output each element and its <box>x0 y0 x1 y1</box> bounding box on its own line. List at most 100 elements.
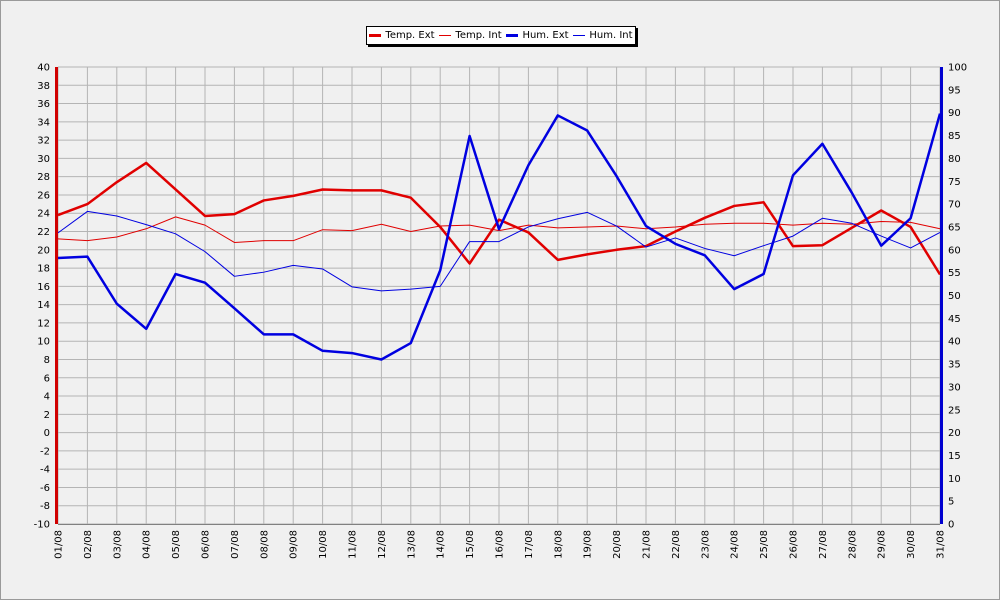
right-tick-label: 20 <box>948 428 961 439</box>
legend-swatch-temp-int <box>439 35 452 36</box>
left-tick-label: 28 <box>37 172 50 183</box>
left-tick-label: 4 <box>44 392 50 403</box>
right-tick-label: 25 <box>948 405 961 416</box>
left-tick-label: 6 <box>44 373 50 384</box>
left-axis-ticks: 4038363432302826242220181614121086420-2-… <box>34 63 50 531</box>
x-tick-label: 03/08 <box>112 530 123 559</box>
legend-item-temp-int: Temp. Int <box>439 30 502 41</box>
legend-label-temp-ext: Temp. Ext <box>385 30 435 41</box>
x-tick-label: 26/08 <box>789 530 800 559</box>
left-tick-label: -8 <box>40 501 50 512</box>
series-line-temp-int <box>57 216 941 243</box>
left-tick-label: 18 <box>37 264 50 275</box>
x-tick-label: 18/08 <box>553 530 564 559</box>
right-tick-label: 70 <box>948 200 961 211</box>
x-tick-label: 09/08 <box>289 530 300 559</box>
x-tick-label: 27/08 <box>818 530 829 559</box>
right-tick-label: 55 <box>948 268 961 279</box>
legend-swatch-hum-int <box>573 35 586 36</box>
right-tick-label: 5 <box>948 497 954 508</box>
x-tick-label: 07/08 <box>230 530 241 559</box>
x-tick-label: 20/08 <box>612 530 623 559</box>
legend-label-temp-int: Temp. Int <box>455 30 502 41</box>
left-tick-label: 12 <box>37 318 50 329</box>
left-tick-label: 24 <box>37 209 50 220</box>
right-axis-ticks: 1009590858075706560555045403530252015105… <box>948 63 967 531</box>
series-layer <box>57 113 942 361</box>
right-tick-label: 80 <box>948 154 961 165</box>
legend-swatch-temp-ext <box>369 34 382 37</box>
x-tick-label: 02/08 <box>83 530 94 559</box>
legend-swatch-hum-ext <box>506 34 519 37</box>
left-tick-label: 22 <box>37 227 50 238</box>
x-tick-label: 10/08 <box>318 530 329 559</box>
x-tick-label: 13/08 <box>406 530 417 559</box>
x-tick-label: 01/08 <box>54 530 65 559</box>
legend-item-hum-int: Hum. Int <box>573 30 633 41</box>
x-tick-label: 08/08 <box>259 530 270 559</box>
x-tick-label: 28/08 <box>847 530 858 559</box>
x-tick-label: 12/08 <box>377 530 388 559</box>
right-tick-label: 65 <box>948 222 961 233</box>
right-tick-label: 75 <box>948 177 961 188</box>
x-tick-label: 05/08 <box>171 530 182 559</box>
left-tick-label: 32 <box>37 136 50 147</box>
left-tick-label: 16 <box>37 282 50 293</box>
x-tick-label: 29/08 <box>877 530 888 559</box>
x-tick-label: 04/08 <box>142 530 153 559</box>
x-tick-label: 14/08 <box>436 530 447 559</box>
x-tick-label: 30/08 <box>906 530 917 559</box>
left-tick-label: 2 <box>44 410 50 421</box>
left-tick-label: 34 <box>37 117 50 128</box>
x-tick-label: 31/08 <box>936 530 947 559</box>
x-tick-label: 23/08 <box>700 530 711 559</box>
right-tick-label: 60 <box>948 245 961 256</box>
x-axis-ticks: 01/08 02/08 03/08 04/08 05/08 06/08 07/08 08/08… <box>54 530 947 559</box>
series-line-temp-ext <box>57 161 942 276</box>
x-tick-label: 15/08 <box>465 530 476 559</box>
x-tick-label: 19/08 <box>583 530 594 559</box>
x-tick-label: 21/08 <box>642 530 653 559</box>
legend-item-hum-ext: Hum. Ext <box>506 30 569 41</box>
series-line-hum-int <box>57 210 941 292</box>
x-tick-label: 11/08 <box>348 530 359 559</box>
left-tick-label: 10 <box>37 337 50 348</box>
left-tick-label: 20 <box>37 245 50 256</box>
left-tick-label: 0 <box>44 428 50 439</box>
left-tick-label: 38 <box>37 81 50 92</box>
left-tick-label: -10 <box>34 520 50 531</box>
right-tick-label: 85 <box>948 131 961 142</box>
right-tick-label: 35 <box>948 360 961 371</box>
left-tick-label: 14 <box>37 300 50 311</box>
x-tick-label: 06/08 <box>201 530 212 559</box>
left-tick-label: -4 <box>40 465 50 476</box>
right-tick-label: 90 <box>948 108 961 119</box>
x-tick-label: 16/08 <box>495 530 506 559</box>
left-tick-label: -6 <box>40 483 50 494</box>
right-tick-label: 30 <box>948 382 961 393</box>
right-tick-label: 0 <box>948 520 954 531</box>
legend-item-temp-ext: Temp. Ext <box>369 30 435 41</box>
right-tick-label: 10 <box>948 474 961 485</box>
legend: Temp. Ext Temp. Int Hum. Ext Hum. Int <box>366 26 636 45</box>
left-tick-label: -2 <box>40 446 50 457</box>
right-tick-label: 50 <box>948 291 961 302</box>
right-tick-label: 40 <box>948 337 961 348</box>
x-tick-label: 17/08 <box>524 530 535 559</box>
legend-label-hum-int: Hum. Int <box>589 30 633 41</box>
axes <box>55 67 943 525</box>
legend-label-hum-ext: Hum. Ext <box>522 30 569 41</box>
right-tick-label: 95 <box>948 85 961 96</box>
right-tick-label: 15 <box>948 451 961 462</box>
left-tick-label: 30 <box>37 154 50 165</box>
x-tick-label: 25/08 <box>759 530 770 559</box>
series-line-hum-ext <box>57 113 942 361</box>
left-tick-label: 40 <box>37 63 50 74</box>
x-tick-label: 24/08 <box>730 530 741 559</box>
right-tick-label: 45 <box>948 314 961 325</box>
left-tick-label: 8 <box>44 355 50 366</box>
left-tick-label: 26 <box>37 190 50 201</box>
right-tick-label: 100 <box>948 63 967 74</box>
left-tick-label: 36 <box>37 99 50 110</box>
